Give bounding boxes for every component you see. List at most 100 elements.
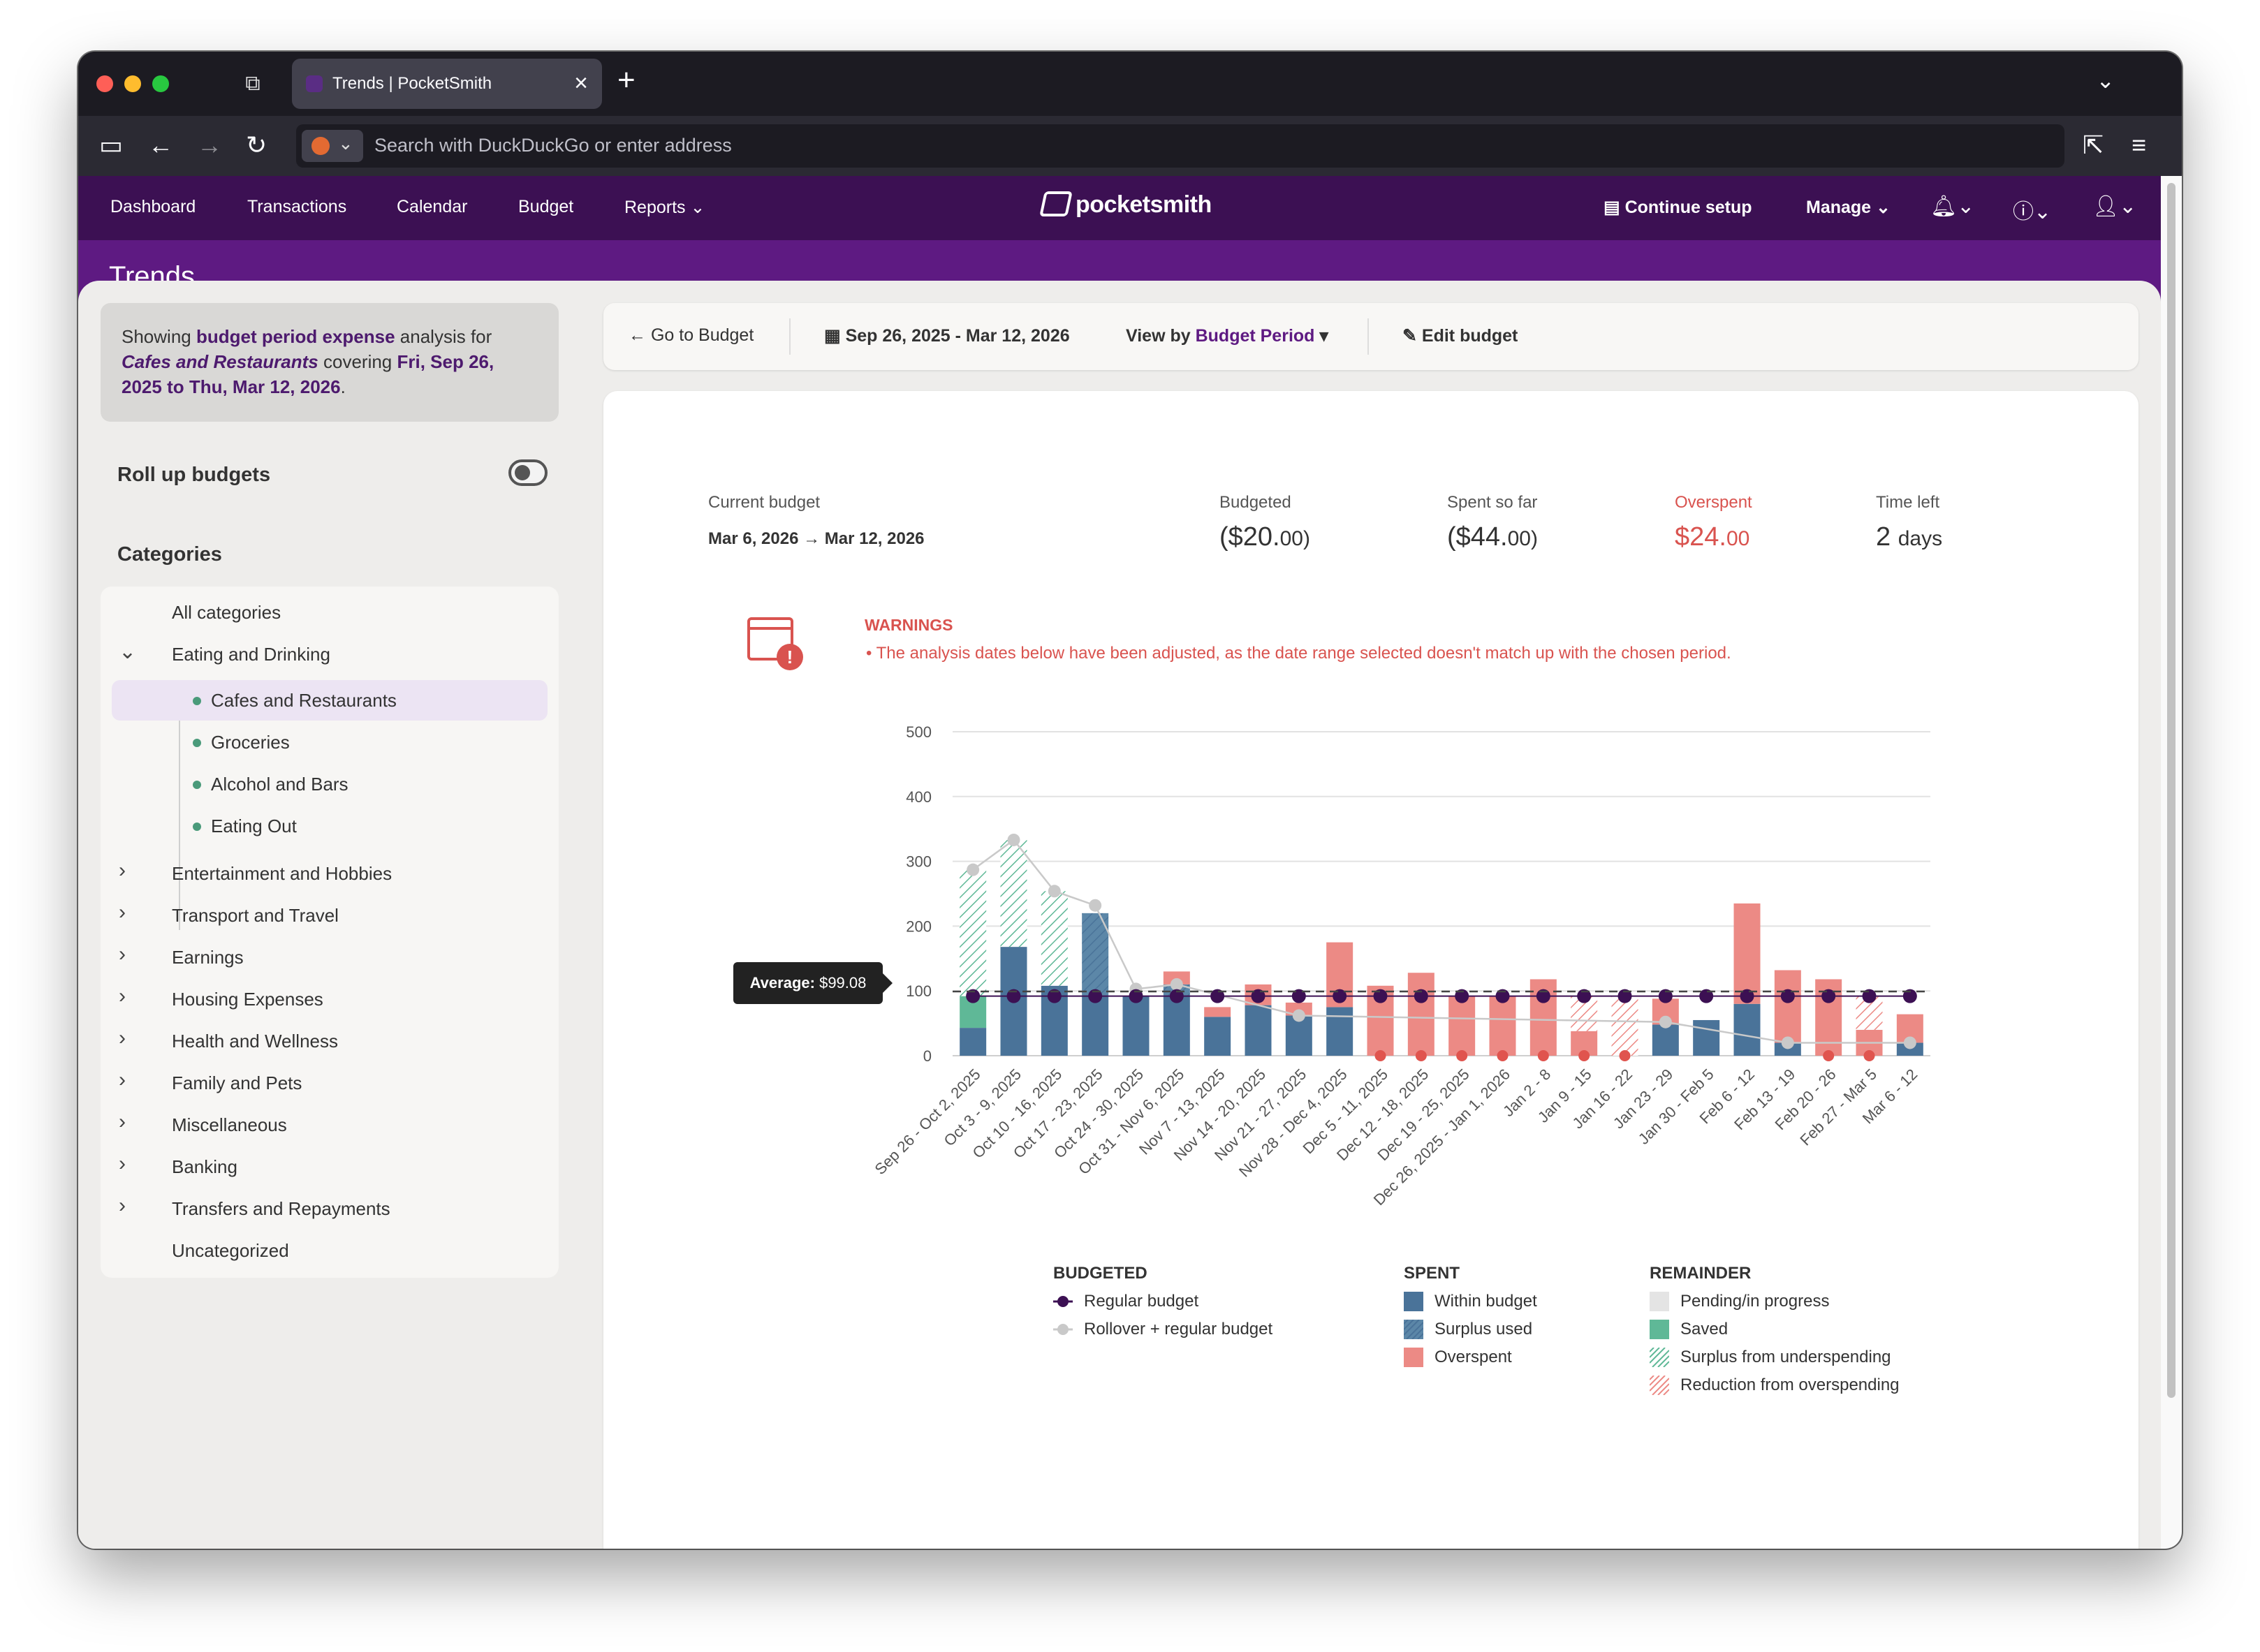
chevron-right-icon[interactable]: › <box>119 1152 126 1175</box>
category-item[interactable]: ⌄ Eating and Drinking <box>101 634 559 673</box>
stat-value-cents: 00) <box>1279 527 1310 550</box>
regular-budget-point <box>1047 989 1062 1003</box>
category-item[interactable]: › Transport and Travel <box>101 895 559 934</box>
category-item[interactable]: › Housing Expenses <box>101 979 559 1018</box>
info-text: analysis for <box>395 326 492 347</box>
bar-within-budget <box>1896 1042 1923 1056</box>
bar-surplus-used <box>1082 913 1109 996</box>
regular-budget-point <box>1333 989 1347 1003</box>
forward-icon[interactable]: → <box>197 131 222 159</box>
stat-value-cents: 00 <box>1726 527 1750 550</box>
category-item[interactable]: Alcohol and Bars <box>101 764 559 803</box>
logo-mark-icon <box>1039 191 1073 216</box>
user-account-icon[interactable]: 👤︎⌄ <box>2092 195 2137 218</box>
category-item[interactable]: Groceries <box>101 722 559 761</box>
close-tab-icon[interactable]: × <box>574 70 588 96</box>
category-item[interactable]: › Banking <box>101 1146 559 1186</box>
nav-budget[interactable]: Budget <box>518 197 574 216</box>
category-item[interactable]: Uncategorized <box>101 1230 559 1269</box>
bar-within-budget <box>1082 996 1109 1056</box>
tab-list-chevron-icon[interactable]: ⌄ <box>2096 68 2115 93</box>
pocketsmith-logo[interactable]: pocketsmith <box>1039 191 1212 219</box>
nav-transactions[interactable]: Transactions <box>247 197 347 216</box>
back-icon[interactable]: ← <box>148 131 173 159</box>
category-item[interactable]: › Miscellaneous <box>101 1105 559 1144</box>
category-item[interactable]: › Entertainment and Hobbies <box>101 853 559 892</box>
chevron-right-icon[interactable]: › <box>119 1026 126 1049</box>
browser-tab[interactable]: Trends | PocketSmith × <box>292 59 602 109</box>
rollover-point <box>1048 885 1061 898</box>
stat-label: Spent so far <box>1447 493 1538 512</box>
zero-spend-point <box>1456 1050 1468 1061</box>
chevron-right-icon[interactable]: › <box>119 1110 126 1133</box>
zero-spend-point <box>1415 1050 1427 1061</box>
chevron-right-icon[interactable]: › <box>119 859 126 882</box>
regular-budget-point <box>1414 989 1428 1003</box>
chevron-right-icon[interactable]: › <box>119 943 126 966</box>
help-icon[interactable]: ⓘ⌄ <box>2013 200 2052 223</box>
legend-spent-title: SPENT <box>1404 1264 1460 1283</box>
category-item[interactable]: › Health and Wellness <box>101 1021 559 1060</box>
maximize-window-button[interactable] <box>152 75 169 92</box>
stat-value-main: $24. <box>1675 522 1726 552</box>
info-text: covering <box>318 351 397 372</box>
category-item[interactable]: › Family and Pets <box>101 1063 559 1102</box>
regular-budget-point <box>1455 989 1469 1003</box>
bar-within-budget <box>1163 996 1190 1056</box>
menu-icon[interactable]: ≡ <box>2131 131 2147 159</box>
divider <box>789 318 791 355</box>
category-item[interactable]: All categories <box>101 592 559 631</box>
close-window-button[interactable] <box>96 75 113 92</box>
nav-dashboard[interactable]: Dashboard <box>110 197 196 216</box>
sidebar-toggle-icon[interactable]: ▭ <box>99 131 124 159</box>
minimize-window-button[interactable] <box>124 75 141 92</box>
info-date-range: Fri, Sep 26, 2025 to Thu, Mar 12, 2026 <box>122 351 494 397</box>
extensions-icon[interactable]: ⇱ <box>2083 131 2104 159</box>
stat-value-cents: 00) <box>1507 527 1538 550</box>
tab-overview-icon[interactable]: ⧉ <box>245 72 261 95</box>
stat-value-unit: days <box>1898 527 1943 550</box>
legend-pending-swatch <box>1650 1292 1669 1311</box>
tooltip-value: $99.08 <box>819 974 867 991</box>
nav-reports[interactable]: Reports ⌄ <box>624 197 705 218</box>
go-to-budget-button[interactable]: ← Go to Budget <box>629 325 754 346</box>
reload-icon[interactable]: ↻ <box>246 131 267 159</box>
zero-spend-point <box>1578 1050 1590 1061</box>
chevron-right-icon[interactable]: › <box>119 901 126 924</box>
stat-value: $24.00 <box>1675 522 1749 552</box>
rollup-budgets-toggle[interactable] <box>508 459 548 486</box>
legend-surplus-under-swatch <box>1650 1348 1669 1367</box>
date-range-picker[interactable]: ▦ Sep 26, 2025 - Mar 12, 2026 <box>824 325 1070 346</box>
notifications-bell-icon[interactable]: 🔔︎⌄ <box>1930 195 1975 218</box>
nav-calendar[interactable]: Calendar <box>397 197 468 216</box>
bullet-icon <box>193 739 201 747</box>
zero-spend-point <box>1619 1050 1631 1061</box>
scrollbar-thumb[interactable] <box>2167 183 2175 1398</box>
category-item[interactable]: › Earnings <box>101 937 559 976</box>
site-shield-button[interactable]: ⌄ <box>302 130 363 162</box>
chevron-right-icon[interactable]: › <box>119 984 126 1008</box>
nav-reports-label: Reports <box>624 198 686 217</box>
bar-overspent <box>1489 996 1516 1056</box>
bar-surplus-underspending <box>1041 891 1068 986</box>
exclamation-icon: ! <box>777 644 803 670</box>
legend-saved: Saved <box>1680 1320 1729 1338</box>
view-by-dropdown[interactable]: View by Budget Period ▾ <box>1126 325 1328 346</box>
category-item-selected[interactable]: Cafes and Restaurants <box>101 680 559 721</box>
bar-overspent <box>1407 973 1434 1056</box>
category-item[interactable]: › Transfers and Repayments <box>101 1188 559 1227</box>
category-item[interactable]: Eating Out <box>101 806 559 845</box>
edit-budget-button[interactable]: ✎ Edit budget <box>1402 325 1518 346</box>
logo-text: pocketsmith <box>1076 191 1212 218</box>
new-tab-button[interactable]: + <box>617 63 636 97</box>
continue-setup-button[interactable]: ▤ Continue setup <box>1604 197 1752 218</box>
page-scrollbar[interactable] <box>2161 176 2182 1549</box>
category-label: Transfers and Repayments <box>172 1198 390 1219</box>
chevron-right-icon[interactable]: › <box>119 1194 126 1217</box>
bar-within-budget <box>1122 996 1150 1056</box>
chevron-right-icon[interactable]: › <box>119 1068 126 1091</box>
manage-menu[interactable]: Manage ⌄ <box>1806 197 1891 218</box>
address-bar[interactable]: ⌄ Search with DuckDuckGo or enter addres… <box>296 124 2064 168</box>
chevron-down-icon[interactable]: ⌄ <box>119 640 137 663</box>
